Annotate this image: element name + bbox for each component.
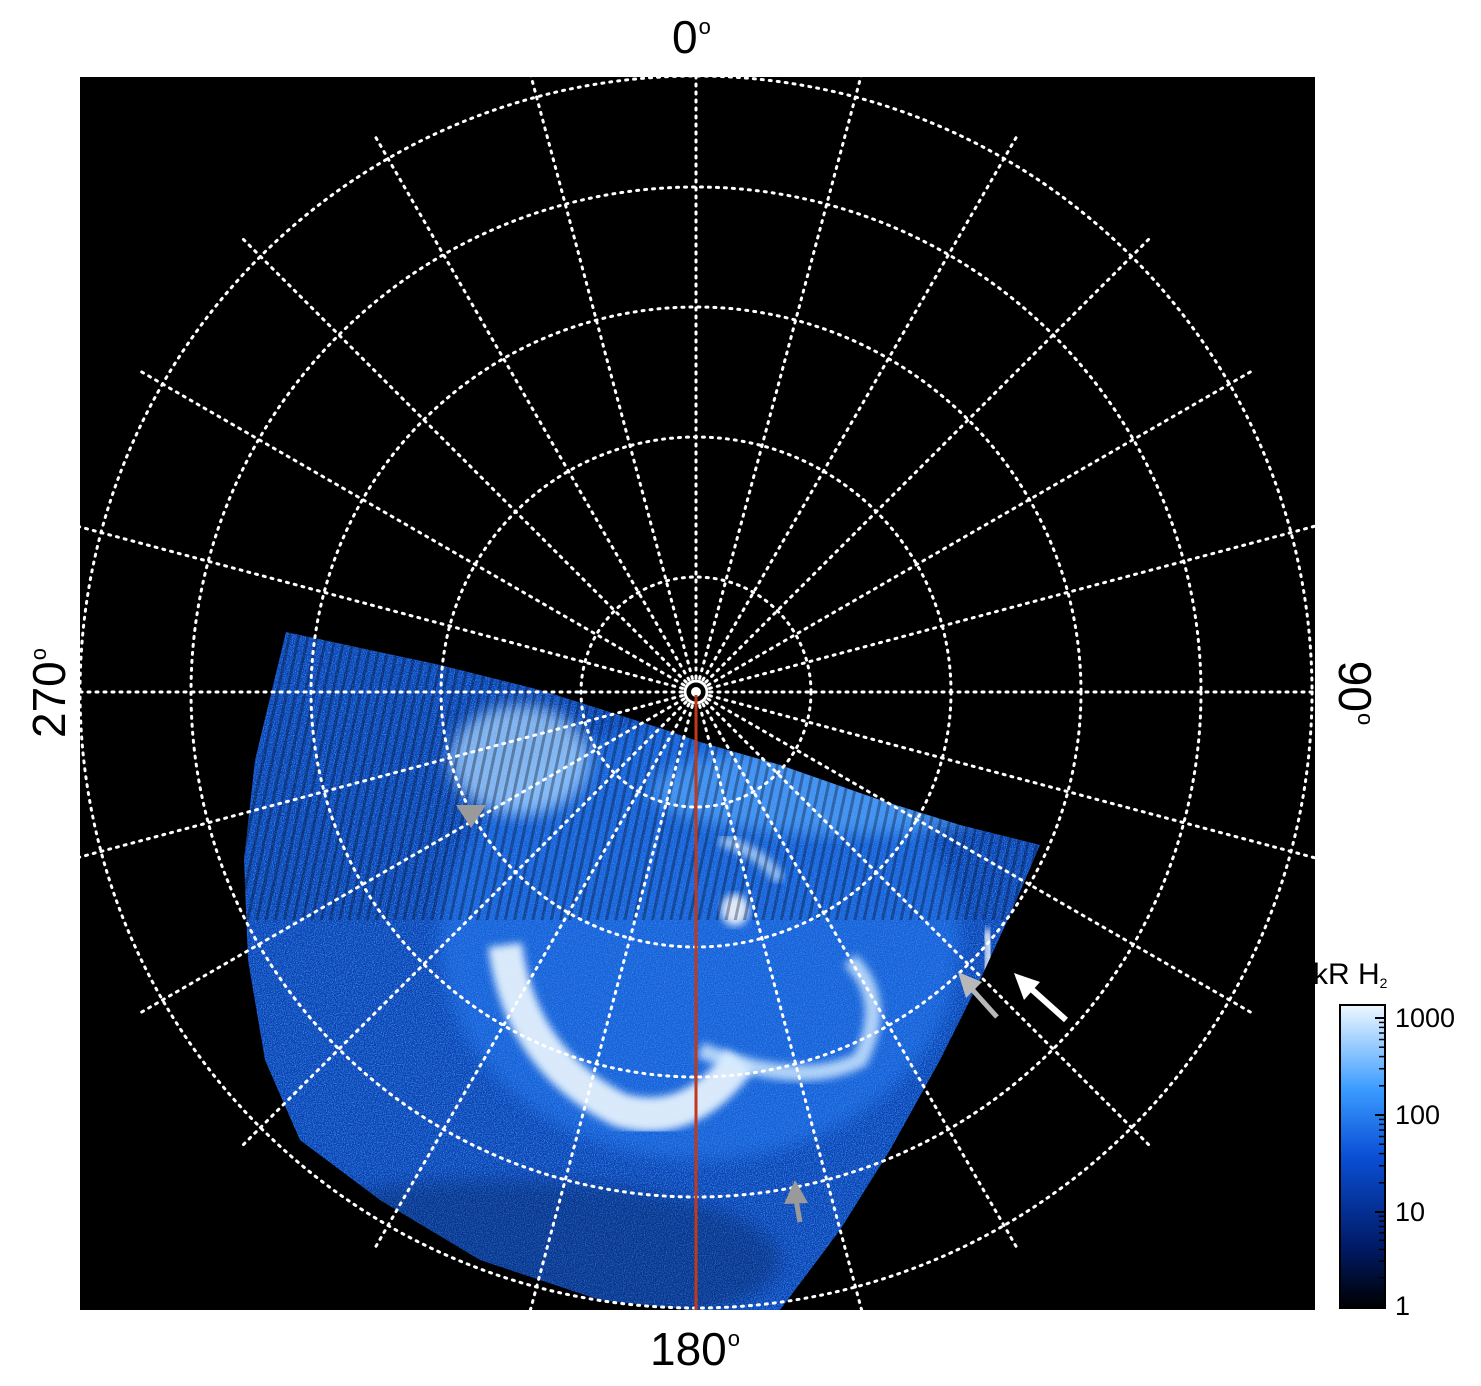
colorbar-tick-100: 100: [1395, 1100, 1441, 1130]
colorbar-tick-10: 10: [1395, 1197, 1426, 1227]
label-0-value: 0: [672, 11, 698, 63]
grid-spoke-165: [698, 704, 864, 1310]
grid-spoke-30: [701, 136, 1018, 682]
grid-spoke-285: [80, 525, 684, 690]
grey-arrow-right-icon: [958, 972, 999, 1019]
colorbar-title-main: kR H: [1313, 958, 1380, 991]
grid-spoke-210: [374, 702, 691, 1248]
grid-spoke-120: [706, 697, 1252, 1014]
grid-spoke-105: [708, 694, 1315, 860]
label-0-deg: 0o: [672, 14, 711, 60]
colorbar-minor-ticks: [1379, 1021, 1385, 1279]
grid-circle-1: [579, 575, 813, 809]
pole-marker-inner: [691, 687, 701, 697]
grid-spoke-240: [140, 697, 686, 1014]
grid-spoke-75: [708, 524, 1315, 690]
white-arrow-right-icon: [1014, 973, 1069, 1023]
grid-spoke-195: [528, 704, 694, 1310]
grid-spoke-225: [241, 700, 688, 1147]
degree-symbol: o: [1353, 712, 1378, 726]
colorbar: [1339, 1004, 1386, 1309]
label-180-deg: 180o: [650, 1326, 740, 1372]
grid-spoke-330: [374, 136, 691, 682]
grid-spoke-150: [701, 702, 1018, 1248]
label-270-deg: 270o: [23, 638, 75, 748]
label-90-value: 90: [1329, 660, 1381, 712]
grey-arrow-upper-left-icon: [456, 805, 486, 828]
grey-arrow-bottom-icon: [784, 1180, 808, 1223]
colorbar-major-ticks: [1375, 1017, 1385, 1307]
grid-spoke-135: [704, 700, 1151, 1147]
colorbar-tick-1: 1: [1395, 1291, 1411, 1321]
colorbar-title-subscript: 2: [1379, 975, 1388, 991]
grid-spoke-15: [698, 77, 863, 680]
grid-spoke-300: [140, 370, 686, 687]
grid-spoke-255: [80, 694, 684, 859]
label-270-value: 270: [23, 661, 75, 738]
grid-spoke-45: [704, 237, 1151, 684]
grid-spoke-345: [529, 77, 694, 680]
colorbar-tick-1000: 1000: [1395, 1003, 1456, 1033]
grid-spoke-315: [241, 237, 688, 684]
degree-symbol: o: [26, 648, 51, 661]
label-180-value: 180: [650, 1323, 727, 1375]
degree-symbol: o: [698, 14, 711, 39]
degree-symbol: o: [727, 1326, 740, 1351]
grid-spoke-60: [706, 370, 1252, 687]
colorbar-title: kR H2: [1313, 958, 1387, 992]
label-90-deg: 90o: [1329, 638, 1381, 748]
